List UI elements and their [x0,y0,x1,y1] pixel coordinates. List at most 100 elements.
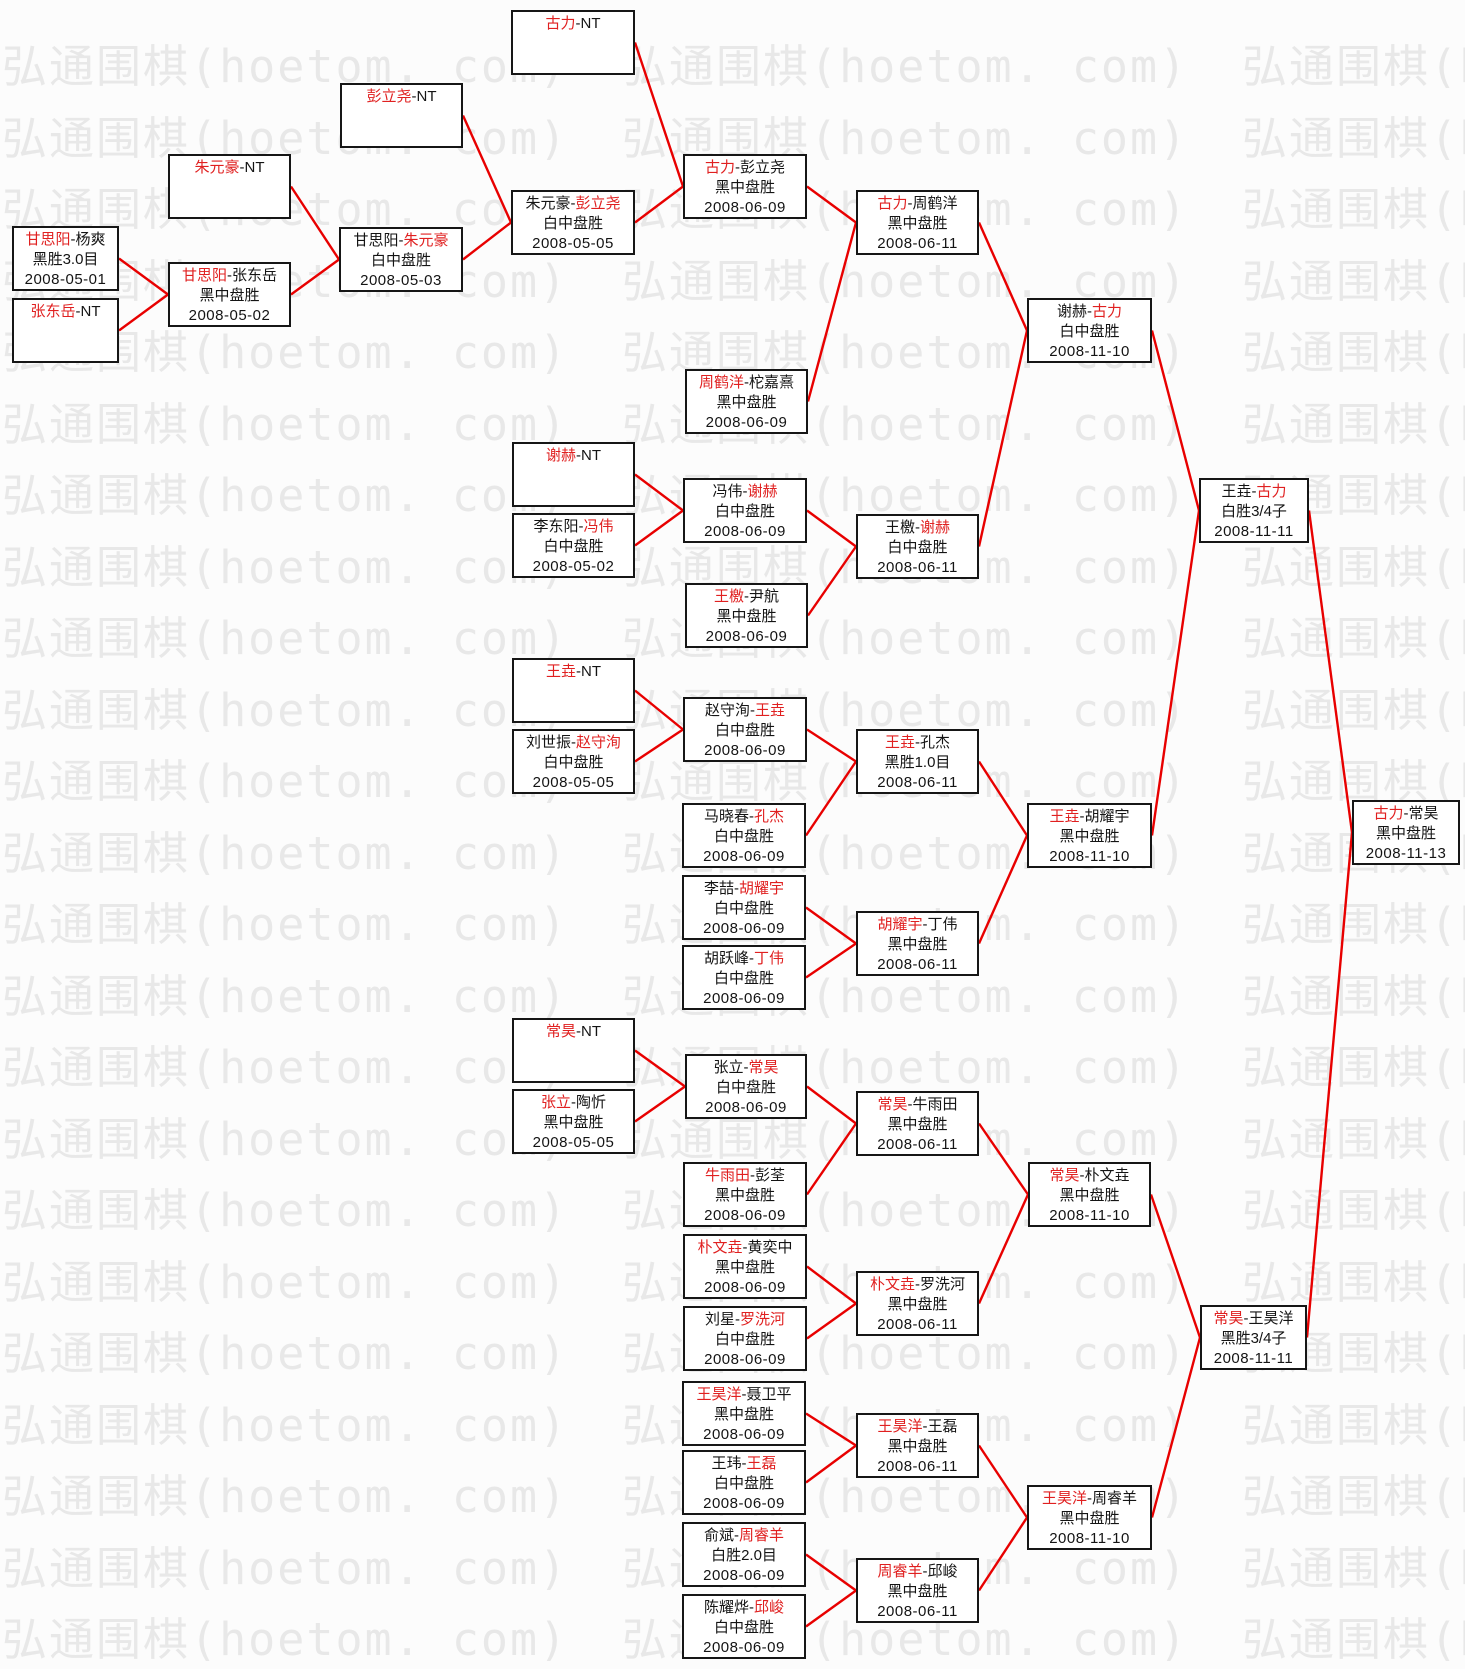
watermark-text: 弘通围棋(hoetom. com) [2,397,569,451]
bracket-connector-line [806,1122,857,1196]
watermark-text: 弘通围棋(hoetom. com) [622,40,1189,93]
watermark-text: 弘通围棋(hoetom. com) [2,1184,569,1237]
match-box: 周睿羊-邱峻 黑中盘胜 2008-06-11 [856,1558,979,1623]
watermark-text: 弘通围棋(hoetom. com) [1242,898,1465,951]
player-1-name: 马晓春 [703,808,749,825]
player-2-name: 丁伟 [754,950,785,967]
vs-dash: - [576,1023,581,1040]
player-1-name: 胡跃峰 [703,950,749,967]
vs-dash: - [915,1276,920,1293]
match-box: 李东阳-冯伟 白中盘胜 2008-05-02 [512,513,635,578]
player-2-name: NT [416,88,437,105]
vs-dash: - [1079,808,1085,825]
match-box: 常昊-NT [512,1018,635,1083]
match-result: 黑中盘胜 [1375,825,1436,842]
match-players: 常昊-朴文垚 [1030,1166,1149,1186]
watermark-text: 弘通围棋(hoetom. com) [1242,612,1465,665]
match-box: 马晓春-孔杰 白中盘胜 2008-06-09 [682,803,806,868]
match-box: 王垚-孔杰 黑胜1.0目 2008-06-11 [856,729,979,794]
match-date: 2008-06-09 [705,414,788,431]
match-players: 谢赫-NT [514,446,633,466]
vs-dash: - [570,195,576,212]
bracket-connector-line [806,728,857,763]
match-box: 甘思阳-朱元豪 白中盘胜 2008-05-03 [339,227,463,292]
player-2-name: 王垚 [755,702,786,719]
vs-dash: - [1403,805,1409,822]
bracket-connector-line [806,1085,857,1125]
player-2-name: 周鹤洋 [912,195,958,212]
bracket-connector-line [978,1122,1029,1196]
match-date: 2008-06-09 [705,628,788,645]
match-date: 2008-05-05 [532,235,614,252]
match-result: 黑胜3/4子 [1220,1330,1287,1347]
match-players: 甘思阳-张东岳 [170,266,289,286]
match-result: 黑中盘胜 [887,1583,948,1600]
match-result: 白中盘胜 [714,1331,775,1348]
match-players: 赵守洵-王垚 [685,701,805,721]
match-date: 2008-06-11 [877,235,958,252]
player-1-name: 张立 [540,1094,571,1111]
player-1-name: 王垚 [1221,483,1252,500]
match-date: 2008-05-01 [24,271,107,288]
match-box: 王檄-尹航 黑中盘胜 2008-06-09 [685,583,808,648]
player-2-name: 周睿羊 [1092,1490,1138,1507]
match-players: 俞斌-周睿羊 [684,1526,804,1546]
player-2-name: 朴文垚 [1084,1167,1130,1184]
vs-dash: - [576,447,581,464]
player-2-name: 彭立尧 [740,159,786,176]
bracket-connector-line [806,185,857,224]
match-box: 赵守洵-王垚 白中盘胜 2008-06-09 [683,697,807,762]
match-box: 古力-周鹤洋 黑中盘胜 2008-06-11 [856,190,979,255]
vs-dash: - [398,232,404,249]
watermark-text: 弘通围棋(hoetom. com) [1242,1041,1465,1094]
player-2-name: 邱峻 [754,1599,785,1616]
bracket-connector-line [805,942,857,979]
match-players: 周睿羊-邱峻 [858,1562,977,1582]
vs-dash: - [749,950,754,967]
match-players: 张立-陶忻 [514,1093,633,1113]
match-result: 白中盘胜 [542,215,603,232]
match-box: 谢赫-古力 白中盘胜 2008-11-10 [1027,298,1152,363]
player-2-name: 古力 [1092,303,1123,320]
match-box: 王玮-王磊 白中盘胜 2008-06-09 [682,1450,806,1515]
watermark-text: 弘通围棋(hoetom. com) [2,1398,569,1452]
match-players: 王垚-孔杰 [858,733,977,753]
player-1-name: 刘星 [704,1311,735,1328]
match-date: 2008-06-11 [877,1316,958,1333]
match-box: 李喆-胡耀宇 白中盘胜 2008-06-09 [682,875,806,940]
player-1-name: 朱元豪 [194,159,240,176]
bracket-connector-line [978,1444,1028,1519]
vs-dash: - [734,1527,739,1544]
match-players: 古力-彭立尧 [685,158,805,178]
match-date: 2008-06-09 [704,199,786,216]
bracket-connector-line [634,1049,686,1088]
bracket-connector-line [805,1553,857,1592]
match-date: 2008-06-11 [877,559,958,576]
watermark-text: 弘通围棋(hoetom. com) [1242,326,1465,379]
match-result: 白中盘胜 [715,1079,776,1096]
player-2-name: 常昊 [748,1059,779,1076]
bracket-connector-line [977,760,1029,837]
match-players: 刘世振-赵守洵 [514,733,633,753]
match-box: 常昊-朴文垚 黑中盘胜 2008-11-10 [1028,1162,1151,1227]
bracket-connector-line [806,222,858,402]
match-players: 王檄-尹航 [687,587,806,607]
bracket-connector-line [118,257,169,296]
match-box: 胡跃峰-丁伟 白中盘胜 2008-06-09 [682,945,806,1010]
player-1-name: 谢赫 [1056,303,1087,320]
match-result: 白胜3/4子 [1221,503,1287,520]
match-result: 白中盘胜 [713,900,774,917]
watermark-text: 弘通围棋(hoetom. com) [2,1470,569,1523]
watermark-text: 弘通围棋(hoetom. com) [1242,1184,1465,1237]
match-result: 黑中盘胜 [714,1187,775,1204]
match-box: 刘星-罗洗河 白中盘胜 2008-06-09 [683,1306,807,1371]
vs-dash: - [744,588,749,605]
vs-dash: - [735,159,740,176]
match-result: 白中盘胜 [543,754,604,771]
match-players: 牛雨田-彭荃 [685,1166,805,1186]
match-players: 胡耀宇-丁伟 [858,915,977,935]
match-players: 彭立尧-NT [342,87,461,107]
match-players: 谢赫-古力 [1029,302,1150,322]
player-2-name: 彭荃 [755,1167,786,1184]
